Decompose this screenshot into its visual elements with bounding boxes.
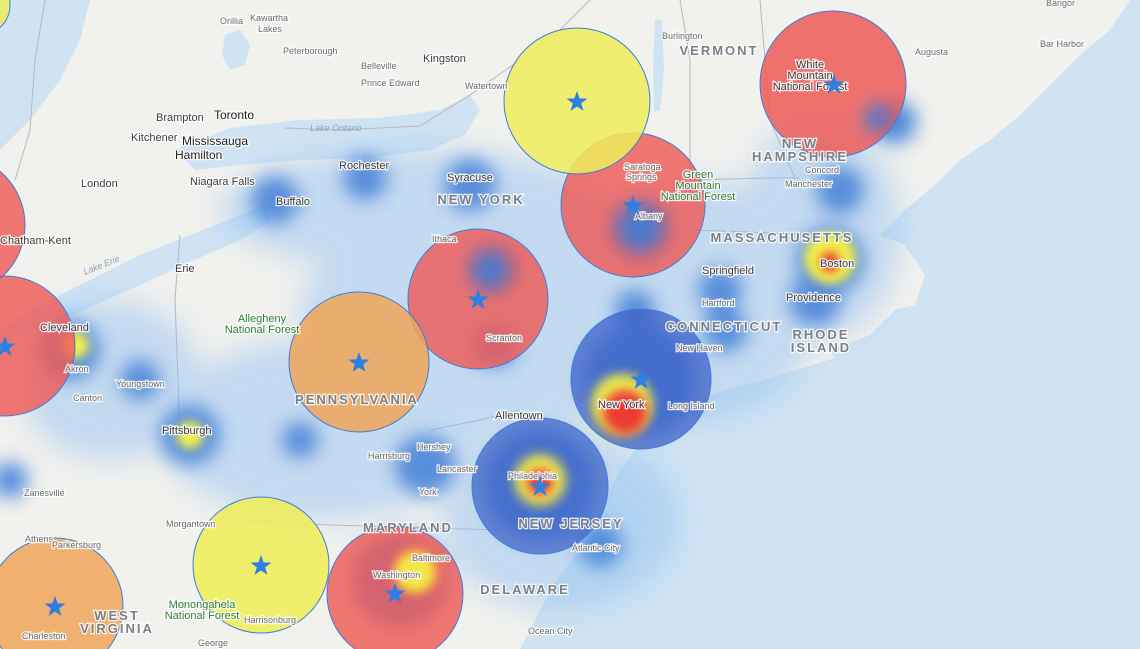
state-label: NEW YORK xyxy=(437,192,524,207)
park-label[interactable]: Green xyxy=(681,168,714,183)
city-label[interactable]: Peterborough xyxy=(282,45,339,58)
lake-simcoe xyxy=(222,30,250,70)
city-label[interactable]: Zanesville xyxy=(23,487,66,500)
city-label[interactable]: Belleville xyxy=(360,60,398,73)
state-label: MASSACHUSETTS xyxy=(710,230,853,245)
city-label[interactable]: Boston xyxy=(819,257,856,272)
atlantic-ocean xyxy=(520,0,1140,649)
city-label[interactable]: Athens xyxy=(24,533,55,546)
hotspot-circle[interactable] xyxy=(0,155,26,295)
park-label[interactable]: Mountain xyxy=(786,69,834,84)
state-label: VERMONT xyxy=(680,43,759,58)
city-label[interactable]: Brampton xyxy=(155,111,205,126)
city-label[interactable]: Erie xyxy=(174,262,196,277)
city-label[interactable]: Washington xyxy=(372,569,422,582)
state-label: MARYLAND xyxy=(363,520,453,535)
state-label: RHODE xyxy=(793,327,850,342)
state-label: DELAWARE xyxy=(480,582,570,597)
city-label[interactable]: Orillia xyxy=(219,15,245,28)
city-label[interactable]: Philadelphia xyxy=(507,470,559,483)
city-label[interactable]: Ithaca xyxy=(431,233,458,246)
city-label[interactable]: Youngstown xyxy=(115,378,166,391)
park-label[interactable]: National Forest xyxy=(659,190,736,205)
city-label[interactable]: Charleston xyxy=(21,630,67,643)
state-label: NEW JERSEY xyxy=(518,516,623,531)
city-label[interactable]: Albany xyxy=(634,210,665,223)
city-label[interactable]: Allentown xyxy=(494,409,544,424)
cape-cod-land xyxy=(880,255,925,312)
city-label[interactable]: Long Island xyxy=(667,400,716,413)
city-label[interactable]: Lancaster xyxy=(436,463,478,476)
city-label[interactable]: Harrisonburg xyxy=(243,614,298,627)
city-label[interactable]: Providence xyxy=(785,291,843,306)
city-label[interactable]: Chatham-Kent xyxy=(0,234,72,249)
city-label[interactable]: Bar Harbor xyxy=(1039,38,1086,51)
city-label[interactable]: Parkersburg xyxy=(51,539,103,552)
map-labels: Orillia Kawartha Lakes Peterborough Bell… xyxy=(0,0,1086,649)
city-label[interactable]: George xyxy=(197,637,230,649)
city-label[interactable]: Atlantic City xyxy=(571,542,622,555)
city-label[interactable]: London xyxy=(80,177,119,192)
city-label[interactable]: Kitchener xyxy=(130,131,179,146)
city-label[interactable]: Saratoga xyxy=(623,161,662,174)
city-label[interactable]: Kawartha xyxy=(249,12,290,25)
city-label[interactable]: Augusta xyxy=(914,46,950,59)
city-label[interactable]: Kingston xyxy=(422,52,467,67)
park-label[interactable]: Mountain xyxy=(674,179,722,194)
city-label[interactable]: Burlington xyxy=(661,30,704,43)
park-label[interactable]: Allegheny xyxy=(237,312,288,327)
state-label: PENNSYLVANIA xyxy=(295,392,419,407)
city-label[interactable]: Baltimore xyxy=(411,552,452,565)
city-label[interactable]: Canton xyxy=(72,392,104,405)
city-label[interactable]: Watertown xyxy=(464,80,509,93)
georgian-bay xyxy=(0,0,90,150)
city-label[interactable]: Pittsburgh xyxy=(161,424,213,439)
city-label[interactable]: Concord xyxy=(804,164,841,177)
city-label[interactable]: Syracuse xyxy=(446,171,494,186)
lake-champlain xyxy=(653,20,664,112)
state-label: HAMPSHIRE xyxy=(752,149,848,164)
city-label[interactable]: Buffalo xyxy=(275,195,312,210)
state-label: WEST xyxy=(94,608,140,623)
city-label[interactable]: Bangor xyxy=(1045,0,1077,9)
city-label[interactable]: Harrisburg xyxy=(367,450,412,463)
city-label[interactable]: York xyxy=(418,486,439,499)
park-label[interactable]: White xyxy=(795,58,826,73)
city-label[interactable]: Morgantown xyxy=(165,518,217,531)
park-label[interactable]: National Forest xyxy=(163,609,240,624)
park-label[interactable]: National Forest xyxy=(223,323,300,338)
city-label[interactable]: Scranton xyxy=(485,332,524,345)
city-label[interactable]: Hershey xyxy=(416,441,453,454)
hotspot-circle[interactable] xyxy=(0,537,124,649)
hotspot-circle[interactable] xyxy=(0,275,76,417)
city-label[interactable]: Cleveland xyxy=(39,321,90,336)
city-label[interactable]: Hamilton xyxy=(174,147,224,164)
city-label[interactable]: Hartford xyxy=(701,297,736,310)
city-label[interactable]: Lakes xyxy=(257,23,284,36)
city-label[interactable]: Springfield xyxy=(701,264,755,279)
city-label[interactable]: Akron xyxy=(64,363,90,376)
state-label: VIRGINIA xyxy=(80,621,154,636)
city-label[interactable]: New Haven xyxy=(675,342,724,355)
hotspot-circle[interactable] xyxy=(0,0,11,35)
city-label[interactable]: Prince Edward xyxy=(360,77,421,90)
heatmap-hot-overlay xyxy=(395,104,892,592)
park-label[interactable]: Monongahela xyxy=(167,598,237,613)
state-label: ISLAND xyxy=(791,340,851,355)
city-label[interactable]: Ocean City xyxy=(527,625,575,638)
city-label[interactable]: Springs xyxy=(625,171,659,184)
city-label[interactable]: Niagara Falls xyxy=(189,175,257,190)
city-label[interactable]: New York xyxy=(597,398,646,413)
water-label: Lake Ontario xyxy=(310,123,362,133)
city-label[interactable]: Manchester xyxy=(784,178,834,191)
state-label: NEW xyxy=(782,136,818,151)
city-label[interactable]: Mississauga xyxy=(181,133,250,150)
state-label: CONNECTICUT xyxy=(666,319,783,334)
city-label[interactable]: Toronto xyxy=(213,107,256,124)
city-label[interactable]: Rochester xyxy=(338,159,391,174)
